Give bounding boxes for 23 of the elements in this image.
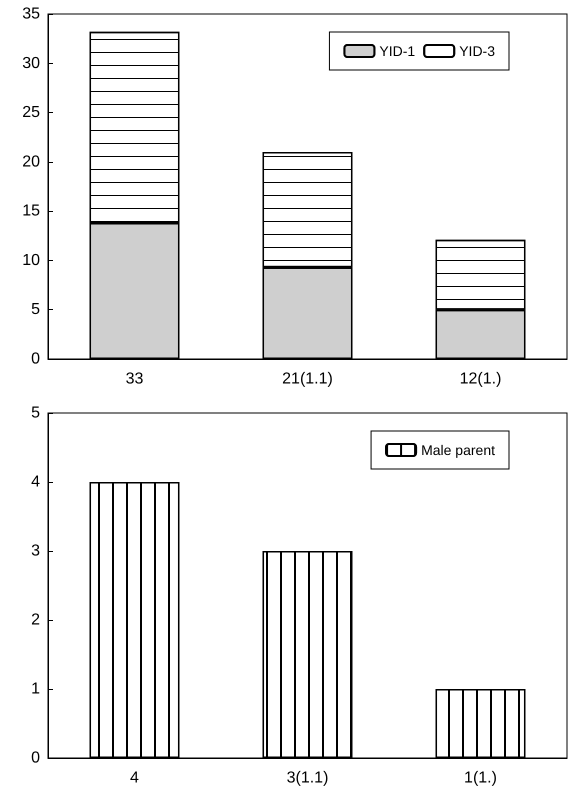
y-tick-label: 25 xyxy=(22,104,40,122)
y-tick-label: 10 xyxy=(22,252,40,269)
y-tick-label: 15 xyxy=(22,202,40,220)
y-tick-label: 5 xyxy=(31,301,40,318)
x-tick-label: 3(1.1) xyxy=(286,770,328,786)
x-tick-label: 33 xyxy=(126,370,144,388)
y-tick-label: 30 xyxy=(22,54,40,72)
x-tick-label: 1(1.) xyxy=(464,770,497,786)
x-tick-label: 12(1.) xyxy=(460,370,502,388)
legend-label: YID-1 xyxy=(379,43,416,59)
legend-label: Male parent xyxy=(421,442,496,458)
y-tick-label: 0 xyxy=(31,350,40,368)
y-tick-label: 5 xyxy=(31,404,40,422)
y-tick-label: 35 xyxy=(22,6,40,22)
y-tick-label: 1 xyxy=(31,680,40,698)
y-tick-label: 4 xyxy=(31,474,40,490)
y-tick-label: 3 xyxy=(31,542,40,560)
x-tick-label: 21(1.1) xyxy=(282,370,333,388)
y-tick-label: 20 xyxy=(22,153,40,170)
y-tick-label: 0 xyxy=(31,750,40,766)
legend-label: YID-3 xyxy=(459,43,496,59)
x-tick-label: 4 xyxy=(130,770,140,786)
y-tick-label: 2 xyxy=(31,612,40,628)
